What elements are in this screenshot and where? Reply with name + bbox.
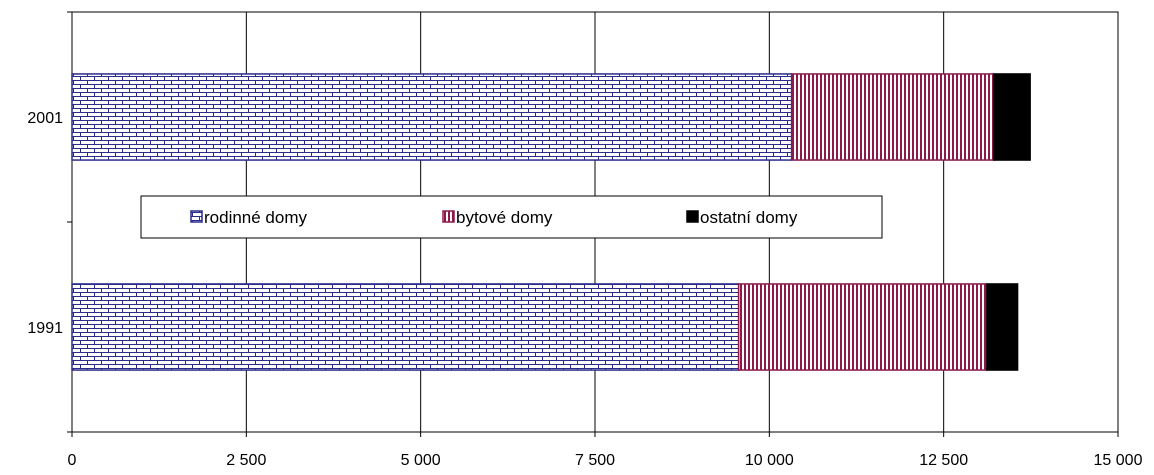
y-category-label: 1991 (27, 320, 63, 337)
legend-label: rodinné domy (204, 208, 308, 227)
y-category-label: 2001 (27, 110, 63, 127)
legend-swatch (442, 210, 455, 223)
legend-swatch (190, 210, 203, 223)
x-tick-label: 15 000 (1094, 452, 1143, 469)
x-tick-label: 0 (68, 452, 77, 469)
legend-swatch (686, 210, 699, 223)
legend (140, 195, 883, 239)
x-tick-label: 2 500 (226, 452, 266, 469)
x-tick-label: 7 500 (575, 452, 615, 469)
bar-segment-rodinné-domy-2001 (71, 73, 793, 161)
bar-segment-bytové-domy-1991 (737, 283, 988, 371)
bar-segment-rodinné-domy-1991 (71, 283, 740, 371)
legend-label: ostatní domy (700, 208, 798, 227)
bar-segment-ostatní-domy-2001 (993, 73, 1031, 161)
legend-label: bytové domy (456, 208, 553, 227)
x-tick-label: 10 000 (745, 452, 794, 469)
x-tick-label: 12 500 (919, 452, 968, 469)
bar-segment-bytové-domy-2001 (790, 73, 995, 161)
x-tick-label: 5 000 (401, 452, 441, 469)
bar-segment-ostatní-domy-1991 (986, 283, 1019, 371)
